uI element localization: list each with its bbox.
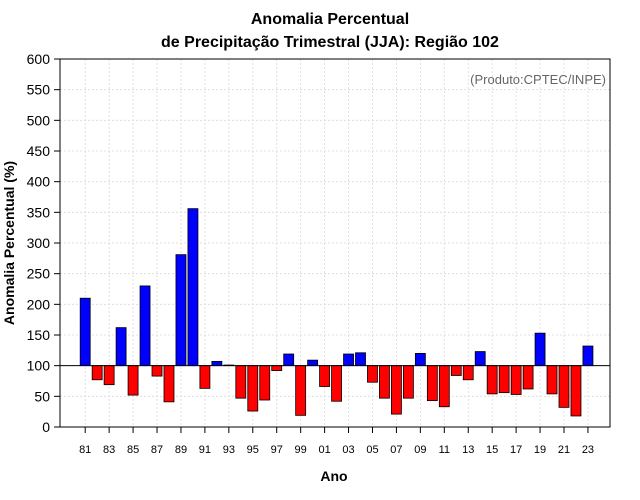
bar-13 <box>462 365 474 381</box>
y-axis-label: Anomalia Percentual (%) <box>1 161 17 325</box>
x-tick-label: 99 <box>295 444 307 456</box>
y-tick-label: 100 <box>27 358 51 374</box>
x-tick-label: 81 <box>79 444 91 456</box>
bar-83 <box>103 365 115 386</box>
bar-15 <box>486 365 498 395</box>
y-tick-label: 250 <box>27 266 51 282</box>
chart-title-line2: de Precipitação Trimestral (JJA): Região… <box>161 34 499 51</box>
bar-10 <box>426 365 438 402</box>
bar-81 <box>79 297 91 367</box>
bar-09 <box>414 352 426 367</box>
x-tick-label: 83 <box>103 444 115 456</box>
y-tick-label: 50 <box>34 388 50 404</box>
bar-05 <box>367 365 378 383</box>
bar-86 <box>139 285 151 367</box>
bar-04 <box>355 352 366 367</box>
bar-03 <box>343 353 354 367</box>
bar-02 <box>331 365 342 402</box>
bar-16 <box>498 365 510 394</box>
x-tick-label: 19 <box>534 444 546 456</box>
y-tick-label: 300 <box>27 235 51 251</box>
bar-90 <box>187 208 199 367</box>
bar-95 <box>247 365 259 412</box>
bar-23 <box>582 345 594 367</box>
x-tick-label: 85 <box>127 444 139 456</box>
x-axis-label: Ano <box>320 468 347 484</box>
bar-99 <box>295 365 307 416</box>
bar-22 <box>570 365 582 417</box>
bar-89 <box>175 254 187 367</box>
bar-85 <box>127 365 139 396</box>
x-tick-label: 93 <box>223 444 235 456</box>
bar-96 <box>259 365 271 401</box>
bar-20 <box>546 365 558 395</box>
watermark: (Produto:CPTEC/INPE) <box>470 72 606 87</box>
bar-19 <box>534 332 546 367</box>
y-tick-label: 550 <box>27 82 51 98</box>
y-tick-label: 400 <box>27 174 51 190</box>
y-tick-label: 450 <box>27 143 51 159</box>
bar-14 <box>474 351 486 367</box>
bar-08 <box>402 365 414 399</box>
bar-12 <box>450 365 462 376</box>
x-tick-label: 91 <box>199 444 211 456</box>
x-tick-label: 13 <box>462 444 474 456</box>
bar-01 <box>319 365 331 387</box>
x-tick-label: 15 <box>486 444 498 456</box>
y-tick-label: 600 <box>27 51 51 67</box>
x-tick-label: 17 <box>510 444 522 456</box>
bar-92 <box>211 360 223 367</box>
bar-82 <box>91 365 103 381</box>
bar-84 <box>115 327 127 367</box>
x-tick-label: 23 <box>582 444 594 456</box>
bar-11 <box>438 365 450 408</box>
x-tick-label: 21 <box>558 444 570 456</box>
grid-layer <box>60 58 610 428</box>
bar-06 <box>379 365 390 399</box>
chart-title-line1: Anomalia Percentual <box>251 11 409 28</box>
bar-97 <box>271 365 283 371</box>
y-tick-label: 200 <box>27 296 51 312</box>
bar-88 <box>163 365 175 403</box>
bar-18 <box>522 365 534 390</box>
bar-00 <box>307 359 319 367</box>
bar-17 <box>510 365 522 395</box>
y-tick-label: 500 <box>27 112 51 128</box>
x-tick-label: 87 <box>151 444 163 456</box>
x-tick-label: 97 <box>271 444 283 456</box>
x-tick-label: 09 <box>414 444 426 456</box>
x-tick-label: 01 <box>318 444 330 456</box>
x-tick-label: 89 <box>175 444 187 456</box>
y-tick-label: 150 <box>27 327 51 343</box>
x-tick-label: 03 <box>342 444 354 456</box>
bars-layer <box>79 208 594 417</box>
x-tick-label: 11 <box>439 444 450 456</box>
bar-98 <box>283 353 295 367</box>
bar-07 <box>391 365 402 415</box>
y-tick-label: 350 <box>27 204 51 220</box>
x-tick-label: 05 <box>366 444 378 456</box>
bar-91 <box>199 365 211 389</box>
bar-21 <box>558 365 570 408</box>
y-tick-label: 0 <box>42 419 50 435</box>
x-tick-label: 95 <box>247 444 259 456</box>
bar-87 <box>151 365 163 377</box>
x-tick-label: 07 <box>390 444 402 456</box>
bar-94 <box>235 365 247 399</box>
